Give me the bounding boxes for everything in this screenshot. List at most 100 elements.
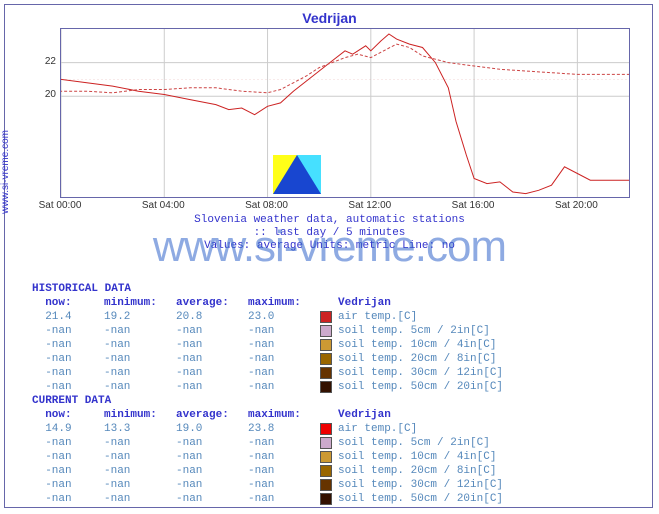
cell-desc: air temp.[C]: [338, 310, 417, 324]
cell-max: -nan: [248, 366, 320, 380]
col-header-min: minimum:: [104, 296, 176, 310]
series-swatch-icon: [320, 367, 332, 379]
col-header-station: Vedrijan: [338, 408, 391, 422]
table-row: -nan-nan-nan-nansoil temp. 10cm / 4in[C]: [32, 450, 503, 464]
cell-min: -nan: [104, 338, 176, 352]
cell-now: -nan: [32, 338, 104, 352]
y-tick-label: 22: [26, 56, 56, 67]
x-tick-label: Sat 20:00: [555, 200, 598, 211]
cell-desc: soil temp. 30cm / 12in[C]: [338, 478, 503, 492]
series-swatch-icon: [320, 465, 332, 477]
table-row: -nan-nan-nan-nansoil temp. 30cm / 12in[C…: [32, 366, 503, 380]
cell-avg: -nan: [176, 380, 248, 394]
cell-min: 13.3: [104, 422, 176, 436]
x-tick-label: Sat 08:00: [245, 200, 288, 211]
cell-max: 23.8: [248, 422, 320, 436]
cell-desc: soil temp. 30cm / 12in[C]: [338, 366, 503, 380]
chart-svg: [61, 29, 629, 197]
cell-max: -nan: [248, 380, 320, 394]
cell-max: -nan: [248, 436, 320, 450]
series-swatch-icon: [320, 381, 332, 393]
side-url-label: www.si-vreme.com: [0, 130, 11, 214]
table-row: -nan-nan-nan-nansoil temp. 50cm / 20in[C…: [32, 380, 503, 394]
current-section: CURRENT DATA now:minimum:average:maximum…: [32, 394, 503, 506]
cell-max: -nan: [248, 492, 320, 506]
cell-avg: -nan: [176, 450, 248, 464]
series-swatch-icon: [320, 339, 332, 351]
table-row: -nan-nan-nan-nansoil temp. 20cm / 8in[C]: [32, 464, 503, 478]
cell-avg: -nan: [176, 464, 248, 478]
cell-min: -nan: [104, 478, 176, 492]
cell-desc: soil temp. 20cm / 8in[C]: [338, 464, 496, 478]
table-row: -nan-nan-nan-nansoil temp. 50cm / 20in[C…: [32, 492, 503, 506]
series-swatch-icon: [320, 325, 332, 337]
cell-avg: -nan: [176, 492, 248, 506]
table-row: -nan-nan-nan-nansoil temp. 30cm / 12in[C…: [32, 478, 503, 492]
cell-desc: soil temp. 10cm / 4in[C]: [338, 450, 496, 464]
meta-line-3: Values: average Units: metric Line: no: [0, 240, 659, 253]
col-header-max: maximum:: [248, 296, 320, 310]
cell-max: -nan: [248, 464, 320, 478]
cell-now: -nan: [32, 324, 104, 338]
cell-avg: -nan: [176, 478, 248, 492]
cell-now: -nan: [32, 352, 104, 366]
meta-line-1: Slovenia weather data, automatic station…: [0, 214, 659, 227]
table-row: -nan-nan-nan-nansoil temp. 10cm / 4in[C]: [32, 338, 503, 352]
cell-now: -nan: [32, 478, 104, 492]
cell-desc: soil temp. 5cm / 2in[C]: [338, 324, 490, 338]
cell-min: -nan: [104, 464, 176, 478]
y-tick-label: 20: [26, 89, 56, 100]
x-tick-label: Sat 12:00: [348, 200, 391, 211]
cell-max: -nan: [248, 478, 320, 492]
cell-desc: air temp.[C]: [338, 422, 417, 436]
cell-min: -nan: [104, 352, 176, 366]
cell-avg: 20.8: [176, 310, 248, 324]
cell-desc: soil temp. 50cm / 20in[C]: [338, 380, 503, 394]
cell-min: -nan: [104, 436, 176, 450]
cell-min: -nan: [104, 492, 176, 506]
cell-now: -nan: [32, 450, 104, 464]
series-swatch-icon: [320, 423, 332, 435]
table-row: -nan-nan-nan-nansoil temp. 5cm / 2in[C]: [32, 436, 503, 450]
historical-section: HISTORICAL DATA now:minimum:average:maxi…: [32, 282, 503, 394]
cell-min: -nan: [104, 324, 176, 338]
cell-now: -nan: [32, 436, 104, 450]
x-tick-label: Sat 16:00: [452, 200, 495, 211]
cell-desc: soil temp. 5cm / 2in[C]: [338, 436, 490, 450]
cell-now: -nan: [32, 464, 104, 478]
col-header-station: Vedrijan: [338, 296, 391, 310]
cell-avg: -nan: [176, 352, 248, 366]
x-tick-label: Sat 00:00: [39, 200, 82, 211]
cell-min: -nan: [104, 450, 176, 464]
cell-avg: -nan: [176, 366, 248, 380]
col-header-min: minimum:: [104, 408, 176, 422]
col-header-now: now:: [32, 296, 104, 310]
series-swatch-icon: [320, 493, 332, 505]
cell-desc: soil temp. 20cm / 8in[C]: [338, 352, 496, 366]
series-swatch-icon: [320, 353, 332, 365]
col-header-now: now:: [32, 408, 104, 422]
cell-avg: -nan: [176, 436, 248, 450]
series-swatch-icon: [320, 451, 332, 463]
cell-desc: soil temp. 10cm / 4in[C]: [338, 338, 496, 352]
series-swatch-icon: [320, 311, 332, 323]
table-row: -nan-nan-nan-nansoil temp. 5cm / 2in[C]: [32, 324, 503, 338]
series-swatch-icon: [320, 437, 332, 449]
cell-min: 19.2: [104, 310, 176, 324]
cell-min: -nan: [104, 380, 176, 394]
col-header-avg: average:: [176, 296, 248, 310]
table-header-row: now:minimum:average:maximum: Vedrijan: [32, 296, 503, 310]
cell-now: 14.9: [32, 422, 104, 436]
x-tick-label: Sat 04:00: [142, 200, 185, 211]
col-header-max: maximum:: [248, 408, 320, 422]
cell-max: 23.0: [248, 310, 320, 324]
cell-avg: 19.0: [176, 422, 248, 436]
cell-min: -nan: [104, 366, 176, 380]
cell-avg: -nan: [176, 324, 248, 338]
series-swatch-icon: [320, 479, 332, 491]
cell-avg: -nan: [176, 338, 248, 352]
cell-now: 21.4: [32, 310, 104, 324]
cell-desc: soil temp. 50cm / 20in[C]: [338, 492, 503, 506]
cell-max: -nan: [248, 450, 320, 464]
plot-area: [60, 28, 630, 198]
